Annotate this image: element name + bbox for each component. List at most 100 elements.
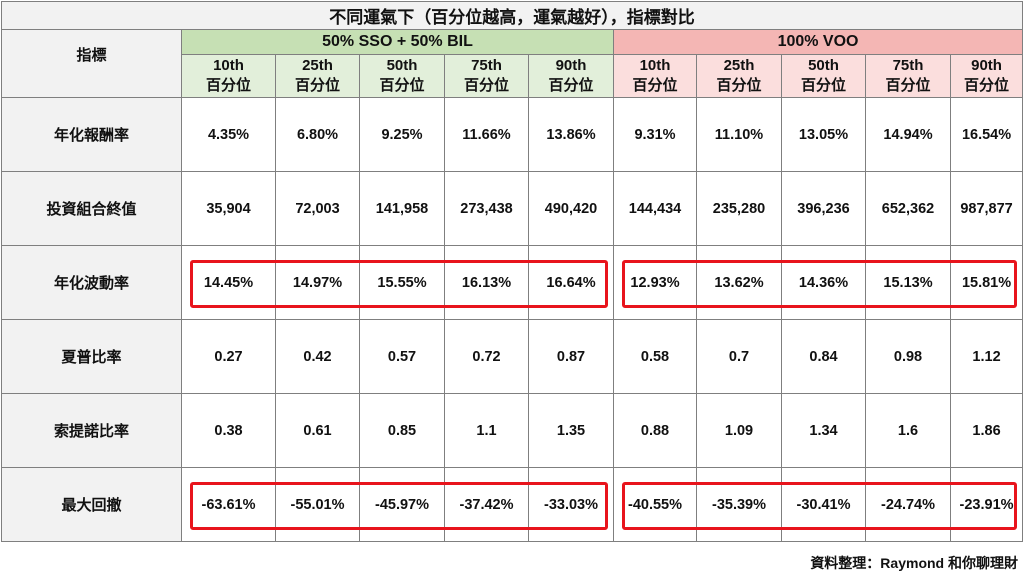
table-cell: 13.86%: [528, 97, 614, 172]
percentile-rank: 50th: [386, 57, 418, 74]
percentile-rank: 10th: [639, 57, 671, 74]
percentile-header: 25th 百分位: [696, 54, 782, 98]
table-cell: 1.12: [949, 319, 1024, 394]
table-cell: 16.64%: [528, 245, 614, 320]
table-cell: 0.57: [359, 319, 445, 394]
table-cell: -40.55%: [613, 467, 697, 542]
percentile-header: 10th 百分位: [613, 54, 697, 98]
percentile-unit: 百分位: [716, 77, 762, 94]
table-cell: -30.41%: [781, 467, 866, 542]
percentile-header-row: 10th 百分位 25th 百分位 50th 百分位 75th 百分位 90th 百分位 10th 百…: [2, 54, 1024, 98]
table-cell: 235,280: [696, 171, 782, 246]
percentile-unit: 百分位: [205, 77, 251, 94]
percentile-unit: 百分位: [294, 77, 340, 94]
table-cell: 0.61: [275, 393, 360, 468]
table-cell: -35.39%: [696, 467, 782, 542]
percentile-header: 10th 百分位: [181, 54, 276, 98]
table-cell: 144,434: [613, 171, 697, 246]
row-label: 投資組合終值: [1, 171, 182, 246]
table-cell: -37.42%: [444, 467, 529, 542]
row-label: 年化波動率: [1, 245, 182, 320]
percentile-rank: 75th: [892, 57, 924, 74]
table-row: 年化波動率 14.45% 14.97% 15.55% 16.13% 16.64% 12.93…: [1, 245, 1024, 320]
table-cell: -33.03%: [528, 467, 614, 542]
table-cell: 11.10%: [696, 97, 782, 172]
table-row: 年化報酬率 4.35% 6.80% 9.25% 11.66% 13.86% 9.31% 11.…: [1, 97, 1024, 172]
table-cell: 15.81%: [949, 245, 1024, 320]
table-title: 不同運氣下（百分位越高，運氣越好），指標對比: [0, 1, 1024, 30]
table-cell: 1.34: [781, 393, 866, 468]
percentile-unit: 百分位: [885, 77, 931, 94]
percentile-unit: 百分位: [379, 77, 425, 94]
table-cell: -24.74%: [865, 467, 951, 542]
group-header-leveraged: 50% SSO + 50% BIL: [181, 29, 614, 55]
table-cell: 1.35: [528, 393, 614, 468]
table-row: 索提諾比率 0.38 0.61 0.85 1.1 1.35 0.88 1.09 1.34 1.6 1…: [1, 393, 1024, 468]
row-label: 夏普比率: [1, 319, 182, 394]
table-cell: 490,420: [528, 171, 614, 246]
table-cell: -45.97%: [359, 467, 445, 542]
table-cell: 0.7: [696, 319, 782, 394]
table-cell: 0.27: [181, 319, 276, 394]
row-label: 最大回撤: [1, 467, 182, 542]
table-cell: 16.54%: [949, 97, 1024, 172]
percentile-rank: 25th: [723, 57, 755, 74]
percentile-rank: 75th: [471, 57, 502, 74]
table-cell: -23.91%: [949, 467, 1024, 542]
table-cell: 0.58: [613, 319, 697, 394]
percentile-header: 50th 百分位: [359, 54, 445, 98]
table-body: 不同運氣下（百分位越高，運氣越好），指標對比 指標 50% SSO + 50% …: [0, 1, 1024, 542]
table-cell: 16.13%: [444, 245, 529, 320]
table-cell: 12.93%: [613, 245, 697, 320]
percentile-rank: 25th: [302, 57, 333, 74]
table-cell: 14.97%: [275, 245, 360, 320]
row-label: 索提諾比率: [1, 393, 182, 468]
table-cell: 14.45%: [181, 245, 276, 320]
percentile-header: 90th 百分位: [949, 54, 1024, 98]
percentile-rank: 90th: [971, 57, 1002, 74]
table-cell: 0.84: [781, 319, 866, 394]
group-header-row: 指標 50% SSO + 50% BIL 100% VOO: [1, 29, 1024, 98]
table-cell: 4.35%: [181, 97, 276, 172]
percentile-rank: 90th: [555, 57, 587, 74]
table-cell: 6.80%: [275, 97, 360, 172]
table-cell: 9.25%: [359, 97, 445, 172]
source-credit: 資料整理：Raymond 和你聊理財: [810, 555, 1018, 571]
table-cell: 13.62%: [696, 245, 782, 320]
table-cell: 396,236: [781, 171, 866, 246]
table-cell: 1.86: [949, 393, 1024, 468]
table-row: 投資組合終值 35,904 72,003 141,958 273,438 490,420 1…: [1, 171, 1024, 246]
table-cell: 14.36%: [781, 245, 866, 320]
table-row: 夏普比率 0.27 0.42 0.57 0.72 0.87 0.58 0.7 0.84 0.98 1…: [1, 319, 1024, 394]
table-cell: 141,958: [359, 171, 445, 246]
table-cell: 652,362: [865, 171, 951, 246]
table-cell: 11.66%: [444, 97, 529, 172]
percentile-rank: 50th: [808, 57, 839, 74]
table-cell: 0.42: [275, 319, 360, 394]
table-cell: 0.85: [359, 393, 445, 468]
percentile-rank: 10th: [213, 57, 244, 74]
table-cell: 14.94%: [865, 97, 951, 172]
percentile-header: 75th 百分位: [444, 54, 529, 98]
percentile-unit: 百分位: [548, 77, 594, 94]
table-cell: -55.01%: [275, 467, 360, 542]
table-cell: -63.61%: [181, 467, 276, 542]
table-cell: 0.87: [528, 319, 614, 394]
comparison-table: 不同運氣下（百分位越高，運氣越好），指標對比 指標 50% SSO + 50% …: [0, 1, 1024, 542]
table-cell: 0.98: [865, 319, 951, 394]
table-cell: 0.38: [181, 393, 276, 468]
table-cell: 15.55%: [359, 245, 445, 320]
percentile-header: 50th 百分位: [781, 54, 866, 98]
table-cell: 9.31%: [613, 97, 697, 172]
table-cell: 0.72: [444, 319, 529, 394]
table-cell: 13.05%: [781, 97, 866, 172]
table-cell: 1.1: [444, 393, 529, 468]
table-cell: 72,003: [275, 171, 360, 246]
row-label: 年化報酬率: [1, 97, 182, 172]
table-cell: 987,877: [949, 171, 1024, 246]
title-row: 不同運氣下（百分位越高，運氣越好），指標對比: [0, 1, 1024, 30]
table-cell: 15.13%: [865, 245, 951, 320]
group-header-voo: 100% VOO: [612, 29, 1024, 55]
table-cell: 0.88: [613, 393, 697, 468]
percentile-header: 90th 百分位: [528, 54, 614, 98]
